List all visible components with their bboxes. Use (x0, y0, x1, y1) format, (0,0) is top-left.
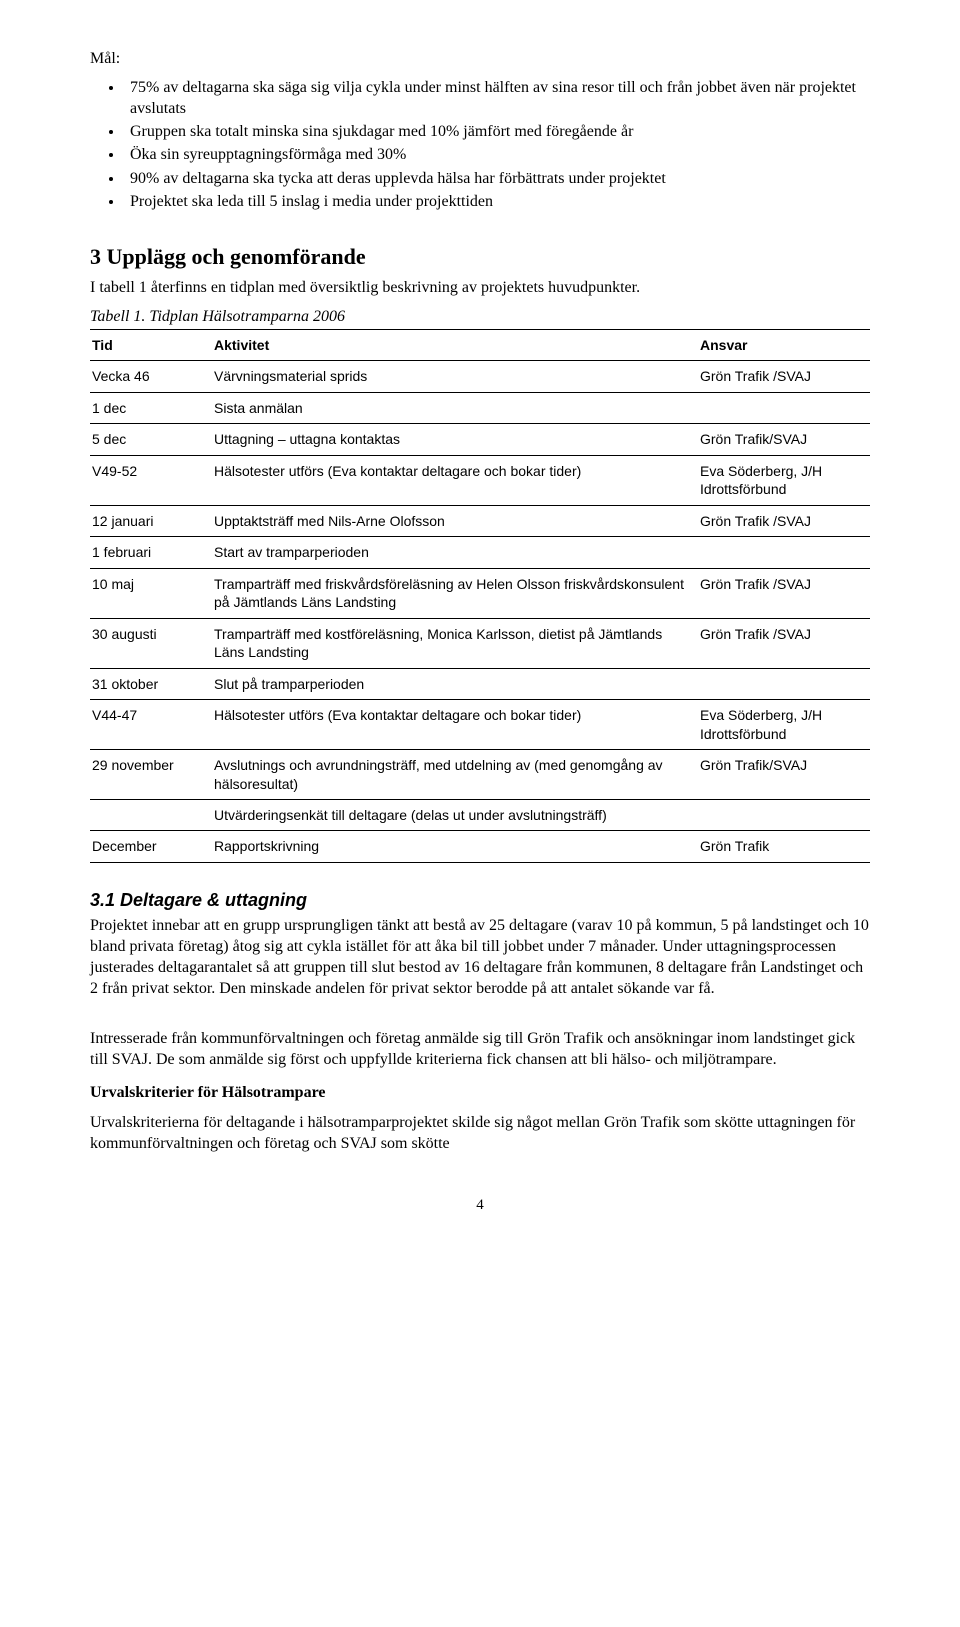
cell-aktivitet: Värvningsmaterial sprids (212, 361, 698, 392)
document-page: Mål: 75% av deltagarna ska säga sig vilj… (0, 0, 960, 1240)
cell-aktivitet: Hälsotester utförs (Eva kontaktar deltag… (212, 455, 698, 505)
tidplan-table: Tid Aktivitet Ansvar Vecka 46 Värvningsm… (90, 329, 870, 863)
cell-aktivitet: Tramparträff med friskvårdsföreläsning a… (212, 568, 698, 618)
cell-tid: Vecka 46 (90, 361, 212, 392)
cell-ansvar: Grön Trafik /SVAJ (698, 361, 870, 392)
cell-aktivitet: Start av tramparperioden (212, 537, 698, 568)
cell-tid: V44-47 (90, 700, 212, 750)
cell-ansvar (698, 668, 870, 699)
section-3-1-title: 3.1 Deltagare & uttagning (90, 889, 870, 913)
cell-ansvar: Grön Trafik /SVAJ (698, 505, 870, 536)
section-3-intro: I tabell 1 återfinns en tidplan med över… (90, 277, 870, 298)
cell-ansvar (698, 392, 870, 423)
cell-aktivitet: Utvärderingsenkät till deltagare (delas … (212, 799, 698, 830)
table-row: 12 januari Upptaktsträff med Nils-Arne O… (90, 505, 870, 536)
cell-aktivitet: Sista anmälan (212, 392, 698, 423)
cell-aktivitet: Upptaktsträff med Nils-Arne Olofsson (212, 505, 698, 536)
th-aktivitet: Aktivitet (212, 330, 698, 361)
urvalskriterier-heading: Urvalskriterier för Hälsotrampare (90, 1082, 870, 1103)
table-caption: Tabell 1. Tidplan Hälsotramparna 2006 (90, 306, 870, 327)
cell-tid: 1 dec (90, 392, 212, 423)
cell-tid: V49-52 (90, 455, 212, 505)
th-ansvar: Ansvar (698, 330, 870, 361)
cell-tid: 30 augusti (90, 618, 212, 668)
mal-label: Mål: (90, 48, 870, 69)
table-row: Utvärderingsenkät till deltagare (delas … (90, 799, 870, 830)
cell-ansvar (698, 799, 870, 830)
table-row: 29 november Avslutnings och avrundningst… (90, 750, 870, 800)
cell-aktivitet: Rapportskrivning (212, 831, 698, 862)
cell-tid: 5 dec (90, 424, 212, 455)
cell-ansvar: Eva Söderberg, J/H Idrottsförbund (698, 455, 870, 505)
table-row: V44-47 Hälsotester utförs (Eva kontaktar… (90, 700, 870, 750)
table-row: Vecka 46 Värvningsmaterial sprids Grön T… (90, 361, 870, 392)
cell-ansvar: Grön Trafik/SVAJ (698, 750, 870, 800)
table-row: 5 dec Uttagning – uttagna kontaktas Grön… (90, 424, 870, 455)
cell-tid: December (90, 831, 212, 862)
cell-tid (90, 799, 212, 830)
cell-aktivitet: Slut på tramparperioden (212, 668, 698, 699)
cell-ansvar: Grön Trafik/SVAJ (698, 424, 870, 455)
cell-ansvar: Eva Söderberg, J/H Idrottsförbund (698, 700, 870, 750)
mal-bullets: 75% av deltagarna ska säga sig vilja cyk… (90, 77, 870, 212)
bullet-item: 90% av deltagarna ska tycka att deras up… (124, 168, 870, 189)
cell-tid: 10 maj (90, 568, 212, 618)
cell-tid: 31 oktober (90, 668, 212, 699)
cell-aktivitet: Tramparträff med kostföreläsning, Monica… (212, 618, 698, 668)
bullet-item: Gruppen ska totalt minska sina sjukdagar… (124, 121, 870, 142)
page-number: 4 (90, 1196, 870, 1216)
cell-ansvar (698, 537, 870, 568)
th-tid: Tid (90, 330, 212, 361)
cell-ansvar: Grön Trafik (698, 831, 870, 862)
table-row: 1 dec Sista anmälan (90, 392, 870, 423)
section-3-1-p1: Projektet innebar att en grupp ursprungl… (90, 915, 870, 999)
section-3-1-p3: Urvalskriterierna för deltagande i hälso… (90, 1112, 870, 1154)
table-row: 10 maj Tramparträff med friskvårdsförelä… (90, 568, 870, 618)
cell-tid: 12 januari (90, 505, 212, 536)
table-row: December Rapportskrivning Grön Trafik (90, 831, 870, 862)
cell-tid: 1 februari (90, 537, 212, 568)
cell-aktivitet: Hälsotester utförs (Eva kontaktar deltag… (212, 700, 698, 750)
table-row: V49-52 Hälsotester utförs (Eva kontaktar… (90, 455, 870, 505)
cell-tid: 29 november (90, 750, 212, 800)
bullet-item: Projektet ska leda till 5 inslag i media… (124, 191, 870, 212)
cell-aktivitet: Uttagning – uttagna kontaktas (212, 424, 698, 455)
table-row: 30 augusti Tramparträff med kostföreläsn… (90, 618, 870, 668)
bullet-item: 75% av deltagarna ska säga sig vilja cyk… (124, 77, 870, 119)
table-row: 31 oktober Slut på tramparperioden (90, 668, 870, 699)
bullet-item: Öka sin syreupptagningsförmåga med 30% (124, 144, 870, 165)
cell-ansvar: Grön Trafik /SVAJ (698, 568, 870, 618)
section-3-title: 3 Upplägg och genomförande (90, 242, 870, 271)
cell-aktivitet: Avslutnings och avrundningsträff, med ut… (212, 750, 698, 800)
table-row: 1 februari Start av tramparperioden (90, 537, 870, 568)
section-3-1-p2: Intresserade från kommunförvaltningen oc… (90, 1028, 870, 1070)
cell-ansvar: Grön Trafik /SVAJ (698, 618, 870, 668)
